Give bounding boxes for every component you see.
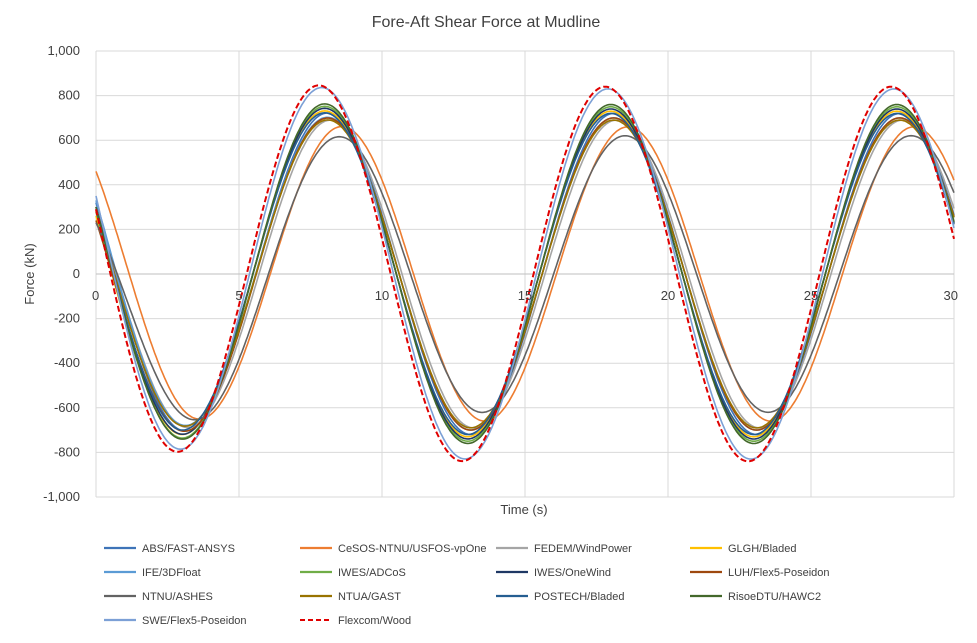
chart-title: Fore-Aft Shear Force at Mudline	[372, 14, 601, 31]
legend-label-3: GLGH/Bladed	[728, 543, 796, 555]
legend-label-0: ABS/FAST-ANSYS	[142, 543, 235, 555]
series-line-11	[95, 103, 955, 445]
y-tick-label: 1,000	[47, 43, 80, 58]
series-line-8	[95, 134, 955, 421]
series-line-9	[95, 119, 955, 429]
legend-label-12: SWE/Flex5-Poseidon	[142, 615, 247, 627]
y-tick-label: 200	[58, 221, 80, 236]
x-tick-label: 25	[804, 288, 818, 303]
legend: ABS/FAST-ANSYS CeSOS-NTNU/USFOS-vpOne FEDE…	[104, 543, 830, 627]
legend-label-9: NTUA/GAST	[338, 591, 401, 603]
y-tick-label: -600	[54, 400, 80, 415]
y-tick-label: 0	[73, 266, 80, 281]
x-tick-label: 20	[661, 288, 675, 303]
y-tick-label: 600	[58, 132, 80, 147]
y-tick-label: -200	[54, 311, 80, 326]
x-axis-title: Time (s)	[500, 502, 547, 517]
legend-label-2: FEDEM/WindPower	[534, 543, 632, 555]
legend-label-8: NTNU/ASHES	[142, 591, 213, 603]
y-tick-label: -400	[54, 355, 80, 370]
y-tick-label: -1,000	[43, 489, 80, 504]
series-line-2	[95, 119, 955, 429]
series-line-13	[95, 84, 955, 463]
legend-label-5: IWES/ADCoS	[338, 567, 406, 579]
x-tick-label: 0	[92, 288, 99, 303]
legend-label-11: RisoeDTU/HAWC2	[728, 591, 821, 603]
x-tick-label: 15	[518, 288, 532, 303]
legend-label-7: LUH/Flex5-Poseidon	[728, 567, 830, 579]
series-line-12	[95, 86, 955, 460]
x-tick-label: 5	[235, 288, 242, 303]
legend-label-1: CeSOS-NTNU/USFOS-vpOne	[338, 543, 487, 555]
legend-label-6: IWES/OneWind	[534, 567, 611, 579]
x-tick-label: 10	[375, 288, 389, 303]
legend-label-13: Flexcom/Wood	[338, 615, 411, 627]
legend-label-10: POSTECH/Bladed	[534, 591, 624, 603]
y-tick-label: 800	[58, 88, 80, 103]
gridlines	[95, 50, 955, 498]
y-tick-label: -800	[54, 444, 80, 459]
y-tick-label: 400	[58, 177, 80, 192]
series-line-1	[95, 125, 955, 423]
x-tick-label: 30	[944, 288, 958, 303]
series-lines	[95, 84, 955, 463]
y-axis-title: Force (kN)	[22, 243, 37, 304]
tick-labels: -1,000-800-600-400-20002004006008001,000…	[43, 43, 958, 504]
legend-label-4: IFE/3DFloat	[142, 567, 201, 579]
